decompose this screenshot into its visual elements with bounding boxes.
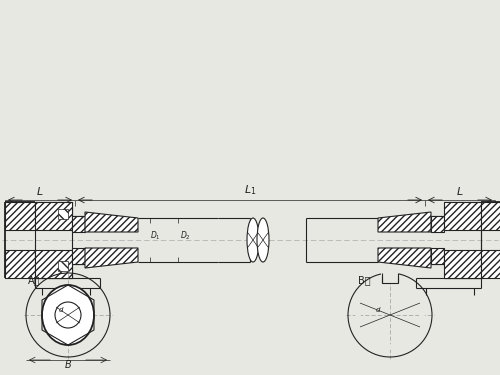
Bar bbox=[5, 250, 35, 278]
Polygon shape bbox=[378, 212, 431, 232]
Bar bbox=[481, 250, 500, 278]
Bar bbox=[431, 216, 444, 232]
Polygon shape bbox=[381, 271, 399, 283]
Polygon shape bbox=[378, 248, 431, 268]
Bar bbox=[5, 202, 35, 230]
Text: $L_1$: $L_1$ bbox=[244, 183, 256, 197]
Polygon shape bbox=[85, 248, 138, 268]
Text: $D_1$: $D_1$ bbox=[150, 230, 160, 242]
Bar bbox=[448, 261, 458, 271]
Text: L: L bbox=[37, 187, 43, 197]
Bar bbox=[58, 209, 68, 219]
Bar bbox=[72, 248, 85, 264]
Bar bbox=[444, 202, 481, 230]
Text: d: d bbox=[59, 307, 63, 313]
Text: B: B bbox=[64, 360, 71, 370]
Bar bbox=[431, 248, 444, 264]
Text: d: d bbox=[376, 307, 380, 313]
Polygon shape bbox=[85, 212, 138, 232]
Ellipse shape bbox=[257, 218, 269, 262]
Bar bbox=[35, 202, 72, 230]
Text: B向: B向 bbox=[358, 275, 370, 285]
Bar bbox=[35, 250, 72, 278]
Bar bbox=[481, 202, 500, 230]
Text: $D_2$: $D_2$ bbox=[180, 230, 190, 242]
Text: A向: A向 bbox=[28, 275, 40, 285]
Ellipse shape bbox=[42, 285, 94, 345]
Bar bbox=[58, 261, 68, 271]
Ellipse shape bbox=[247, 218, 259, 262]
Text: L: L bbox=[457, 187, 463, 197]
Bar bbox=[72, 216, 85, 232]
Bar bbox=[448, 209, 458, 219]
Bar bbox=[444, 250, 481, 278]
